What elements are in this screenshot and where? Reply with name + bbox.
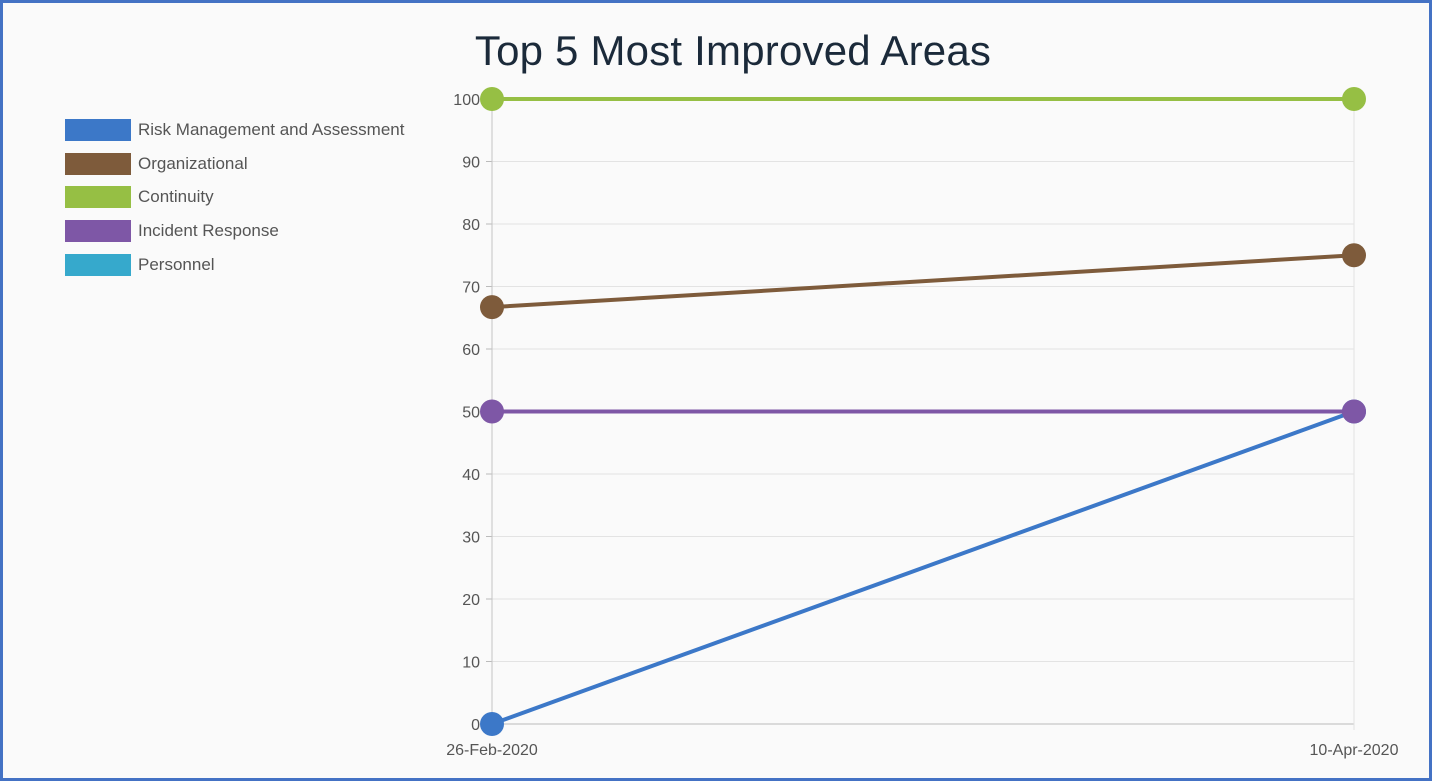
series-line (491, 409, 1355, 726)
x-tick-label: 10-Apr-2020 (1310, 742, 1399, 759)
y-tick-label: 100 (453, 92, 480, 109)
legend-item-continuity[interactable]: Continuity (65, 180, 404, 214)
data-point (1342, 243, 1366, 268)
data-point (480, 712, 504, 736)
legend-swatch (65, 253, 131, 276)
data-point (1342, 399, 1366, 424)
data-point (480, 87, 504, 111)
y-tick-label: 90 (462, 155, 480, 172)
legend-label: Personnel (138, 254, 215, 274)
y-tick-label: 20 (462, 592, 480, 609)
legend-swatch (65, 118, 131, 141)
y-tick-label: 30 (462, 530, 480, 547)
y-tick-label: 0 (471, 717, 480, 734)
legend-label: Organizational (138, 153, 248, 173)
x-tick-label: 26-Feb-2020 (446, 742, 538, 759)
chart-title: Top 5 Most Improved Areas (474, 27, 992, 74)
legend-swatch (65, 186, 131, 209)
legend-swatch (65, 219, 131, 242)
chart-legend: Risk Management and Assessment Organizat… (65, 113, 404, 281)
y-tick-label: 50 (462, 405, 480, 422)
legend-swatch (65, 152, 131, 175)
legend-label: Incident Response (138, 220, 279, 240)
y-tick-label: 60 (462, 342, 480, 359)
legend-item-personnel[interactable]: Personnel (65, 248, 404, 282)
data-point (480, 295, 504, 320)
line-chart: 0 10 20 30 40 50 60 70 80 90 100 26-Feb-2020 10-Apr-… (446, 87, 1399, 759)
legend-label: Continuity (138, 187, 214, 207)
legend-item-incident-response[interactable]: Incident Response (65, 214, 404, 248)
data-point (1342, 87, 1366, 111)
y-tick-label: 10 (462, 655, 480, 672)
legend-item-risk-management[interactable]: Risk Management and Assessment (65, 113, 404, 147)
series-line (491, 253, 1355, 310)
data-point (480, 399, 504, 424)
y-tick-label: 70 (462, 280, 480, 297)
y-tick-label: 40 (462, 467, 480, 484)
legend-item-organizational[interactable]: Organizational (65, 147, 404, 181)
legend-label: Risk Management and Assessment (138, 119, 405, 139)
y-tick-label: 80 (462, 217, 480, 234)
